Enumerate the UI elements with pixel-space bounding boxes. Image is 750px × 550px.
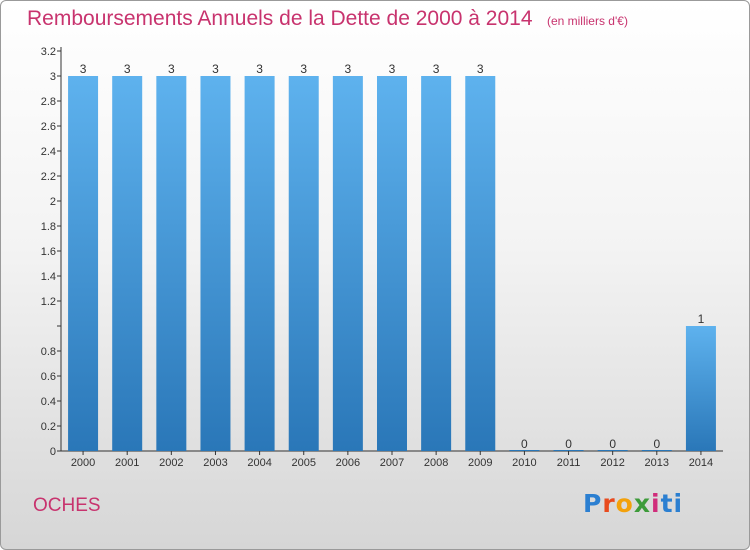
y-tick-label: 1.8 xyxy=(41,221,56,233)
data-label: 3 xyxy=(124,62,131,76)
data-label: 3 xyxy=(212,62,219,76)
bar xyxy=(332,76,363,451)
x-tick-label: 2006 xyxy=(336,457,360,469)
y-tick-label: 0 xyxy=(50,446,56,458)
y-tick-label: 3 xyxy=(50,71,56,83)
x-tick-label: 2007 xyxy=(380,457,404,469)
x-tick-label: 2012 xyxy=(600,457,624,469)
x-tick-label: 2008 xyxy=(424,457,448,469)
data-label: 3 xyxy=(300,62,307,76)
bar xyxy=(68,76,99,451)
y-tick-label: 2.2 xyxy=(41,171,56,183)
title-unit: (en milliers d'€) xyxy=(546,14,628,28)
data-label: 3 xyxy=(477,62,484,76)
y-tick-label: 2.8 xyxy=(41,96,56,108)
data-label: 3 xyxy=(80,62,87,76)
x-tick-label: 2005 xyxy=(291,457,315,469)
x-tick-label: 2010 xyxy=(512,457,536,469)
y-tick-label: 0.4 xyxy=(41,396,56,408)
bar xyxy=(377,76,407,451)
x-tick-label: 2003 xyxy=(203,457,227,469)
data-label: 3 xyxy=(168,62,175,76)
place-name: OCHES xyxy=(33,495,101,516)
y-tick-label: 0.8 xyxy=(41,346,56,358)
x-tick-label: 2001 xyxy=(115,457,139,469)
y-tick-label: 1.2 xyxy=(41,296,56,308)
data-label: 0 xyxy=(521,437,528,451)
y-tick-label: 1.4 xyxy=(41,271,56,283)
x-tick-label: 2000 xyxy=(71,457,95,469)
y-tick-label: 2 xyxy=(50,196,56,208)
bar xyxy=(112,76,143,451)
proxiti-logo: Proxiti xyxy=(583,489,684,518)
data-label: 3 xyxy=(256,62,263,76)
chart-title: Remboursements Annuels de la Dette de 20… xyxy=(27,7,628,31)
y-tick-label: 2.4 xyxy=(41,146,56,158)
bar xyxy=(244,76,275,451)
title-main: Remboursements Annuels de la Dette de 20… xyxy=(27,7,533,30)
data-label: 1 xyxy=(698,312,705,326)
data-label: 3 xyxy=(433,62,440,76)
bar xyxy=(288,76,319,451)
data-label: 3 xyxy=(345,62,352,76)
y-tick-label: 3.2 xyxy=(41,46,56,58)
bar xyxy=(465,76,496,451)
y-tick-label: 0.2 xyxy=(41,421,56,433)
bar xyxy=(685,326,716,451)
data-label: 0 xyxy=(653,437,660,451)
y-tick-label: 2.6 xyxy=(41,121,56,133)
x-tick-label: 2011 xyxy=(557,457,581,469)
data-label: 0 xyxy=(565,437,572,451)
bar xyxy=(421,76,452,451)
y-tick-label: 1.6 xyxy=(41,246,56,258)
x-tick-label: 2013 xyxy=(645,457,669,469)
data-label: 0 xyxy=(609,437,616,451)
data-label: 3 xyxy=(389,62,396,76)
x-tick-label: 2002 xyxy=(159,457,183,469)
y-tick-label: 0.6 xyxy=(41,371,56,383)
x-tick-label: 2004 xyxy=(247,457,271,469)
x-tick-label: 2009 xyxy=(468,457,492,469)
x-tick-label: 2014 xyxy=(689,457,713,469)
bar xyxy=(156,76,187,451)
bar xyxy=(200,76,231,451)
